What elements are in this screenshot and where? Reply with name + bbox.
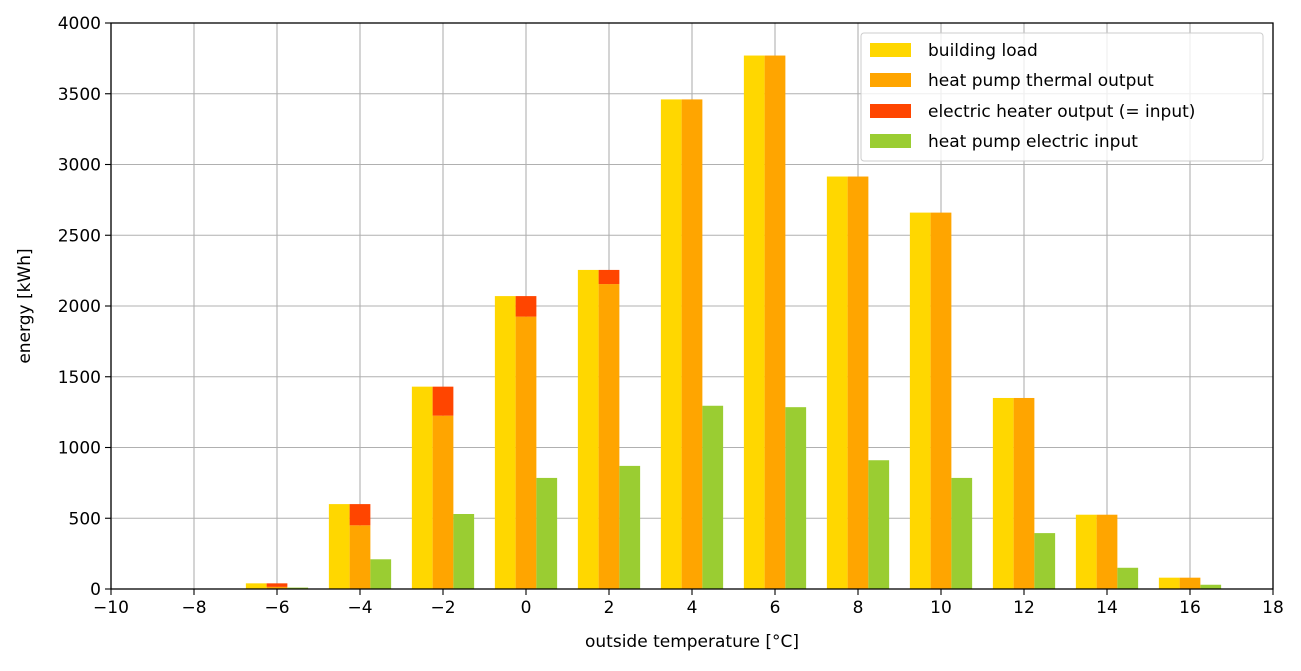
bar-building-load — [660, 99, 682, 589]
bar-heat-pump-thermal-output — [598, 284, 620, 589]
bar-heat-pump-thermal-output — [266, 586, 288, 589]
bar-heat-pump-electric-input — [1117, 567, 1139, 589]
bar-heat-pump-thermal-output — [764, 55, 786, 590]
tick-labels: −10 −8 −6 −4 −2 0 2 4 6 8 10 12 14 16 18 0 500 1000 1500 20… — [58, 14, 1284, 618]
legend-label-building-load: building load — [928, 41, 1038, 61]
bar-heat-pump-thermal-output — [847, 176, 869, 589]
y-tick-label: 0 — [90, 580, 101, 600]
bar-building-load — [577, 269, 599, 589]
bar-heat-pump-electric-input — [287, 587, 309, 589]
bar-building-load — [328, 504, 350, 589]
bar-electric-heater-output — [598, 269, 620, 285]
bar-heat-pump-thermal-output — [515, 316, 537, 589]
x-tick-label: 0 — [521, 598, 532, 618]
bar-heat-pump-electric-input — [785, 407, 807, 589]
legend-swatch-heat-pump-electric-input — [870, 134, 911, 148]
x-tick-label: 8 — [853, 598, 864, 618]
y-tick-label: 2000 — [58, 297, 101, 317]
y-tick-label: 3000 — [58, 156, 101, 176]
y-tick-label: 500 — [69, 509, 101, 529]
bar-heat-pump-electric-input — [868, 460, 890, 589]
legend-swatch-electric-heater-output — [870, 104, 911, 118]
x-tick-label: −8 — [181, 598, 206, 618]
x-tick-label: 16 — [1179, 598, 1201, 618]
bar-building-load — [1075, 514, 1097, 589]
x-axis-label: outside temperature [°C] — [585, 632, 799, 652]
bar-heat-pump-electric-input — [1200, 584, 1222, 589]
bar-heat-pump-electric-input — [1034, 533, 1056, 589]
bar-heat-pump-thermal-output — [1179, 577, 1201, 589]
bar-heat-pump-electric-input — [951, 477, 973, 589]
y-tick-label: 2500 — [58, 226, 101, 246]
bar-heat-pump-electric-input — [370, 559, 392, 589]
legend-swatch-building-load — [870, 43, 911, 57]
bar-heat-pump-thermal-output — [930, 212, 952, 590]
bar-heat-pump-thermal-output — [1096, 514, 1118, 589]
bar-building-load — [245, 583, 267, 589]
bar-heat-pump-electric-input — [536, 477, 558, 589]
bar-building-load — [411, 386, 433, 589]
x-tick-label: 10 — [930, 598, 952, 618]
bar-building-load — [743, 55, 765, 590]
x-tick-label: −6 — [264, 598, 289, 618]
bar-heat-pump-electric-input — [453, 514, 475, 589]
bars — [245, 55, 1222, 590]
x-tick-label: 2 — [604, 598, 615, 618]
y-tick-label: 1500 — [58, 368, 101, 388]
bar-heat-pump-thermal-output — [1013, 397, 1035, 589]
legend-swatch-heat-pump-thermal-output — [870, 73, 911, 87]
bar-building-load — [1158, 577, 1180, 589]
x-tick-label: 12 — [1013, 598, 1035, 618]
bar-building-load — [494, 296, 516, 589]
x-tick-label: 18 — [1262, 598, 1284, 618]
bar-electric-heater-output — [349, 504, 371, 526]
y-tick-label: 4000 — [58, 14, 101, 34]
x-tick-label: 6 — [770, 598, 781, 618]
y-tick-label: 3500 — [58, 85, 101, 105]
legend-label-heat-pump-electric-input: heat pump electric input — [928, 132, 1138, 152]
tick-marks — [105, 22, 1274, 595]
x-tick-label: −10 — [93, 598, 129, 618]
x-tick-label: 14 — [1096, 598, 1118, 618]
bar-heat-pump-thermal-output — [681, 99, 703, 589]
bar-heat-pump-thermal-output — [432, 415, 454, 589]
bar-building-load — [909, 212, 931, 590]
x-tick-label: −2 — [430, 598, 455, 618]
bar-electric-heater-output — [266, 583, 288, 587]
legend: building load heat pump thermal output e… — [860, 32, 1264, 162]
y-axis-label: energy [kWh] — [15, 248, 35, 363]
x-tick-label: −4 — [347, 598, 372, 618]
bar-electric-heater-output — [515, 296, 537, 317]
legend-box — [860, 32, 1264, 162]
legend-label-heat-pump-thermal-output: heat pump thermal output — [928, 71, 1154, 91]
bar-building-load — [826, 176, 848, 589]
bar-electric-heater-output — [432, 386, 454, 416]
bar-heat-pump-thermal-output — [349, 525, 371, 589]
y-tick-label: 1000 — [58, 439, 101, 459]
bar-heat-pump-electric-input — [619, 465, 641, 589]
legend-label-electric-heater-output: electric heater output (= input) — [928, 102, 1195, 122]
bar-building-load — [992, 397, 1014, 589]
bar-heat-pump-electric-input — [702, 405, 724, 589]
x-tick-label: 4 — [687, 598, 698, 618]
